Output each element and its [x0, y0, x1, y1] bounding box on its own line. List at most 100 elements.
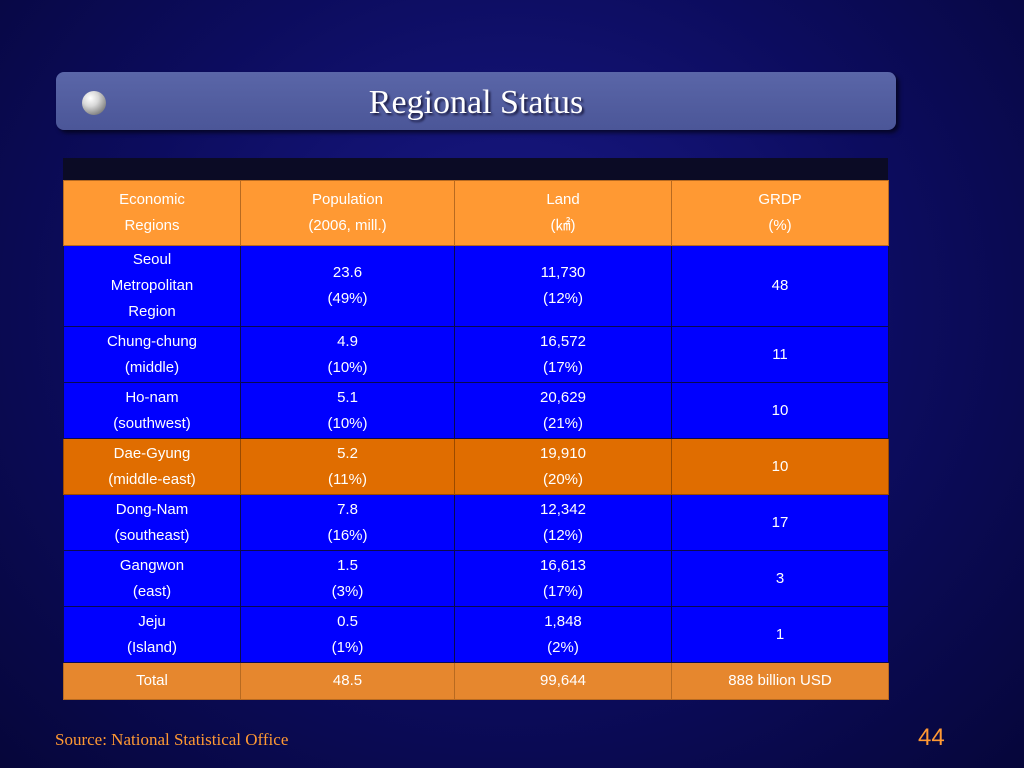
- header-text: Economic: [119, 191, 185, 208]
- population-cell: 1.5 (3%): [240, 550, 455, 607]
- regional-table-container: Economic Regions Population (2006, mill.…: [63, 158, 889, 700]
- header-text: (2006, mill.): [308, 217, 387, 234]
- header-text: Population: [312, 191, 383, 208]
- cell-text: (49%): [327, 290, 368, 307]
- grdp-cell: 48: [671, 245, 889, 327]
- region-cell: Ho-nam (southwest): [63, 382, 241, 439]
- cell-text: (2%): [547, 638, 579, 656]
- land-cell: 11,730 (12%): [454, 245, 672, 327]
- header-text: Land: [546, 191, 580, 208]
- cell-text: (middle): [124, 358, 180, 376]
- population-cell: 5.1 (10%): [240, 382, 455, 439]
- bullet-icon: [82, 91, 106, 115]
- cell-text: (12%): [542, 290, 583, 307]
- total-label-cell: Total: [63, 662, 241, 700]
- grdp-cell: 17: [671, 494, 889, 551]
- population-cell: 5.2 (11%): [240, 438, 455, 495]
- header-grdp: GRDP (%): [671, 180, 889, 246]
- cell-text: 1,848: [544, 612, 582, 630]
- grdp-cell: 11: [671, 326, 889, 383]
- region-cell: Gangwon (east): [63, 550, 241, 607]
- cell-text: (16%): [327, 526, 368, 544]
- table-header-row: Economic Regions Population (2006, mill.…: [63, 180, 889, 246]
- cell-text: 19,910: [540, 444, 586, 462]
- cell-text: 16,572: [540, 332, 586, 350]
- cell-text: 16,613: [540, 556, 586, 574]
- table-row: Chung-chung (middle) 4.9 (10%) 16,572 (1…: [63, 326, 889, 383]
- header-text: Regions: [124, 217, 180, 234]
- header-economic-regions: Economic Regions: [63, 180, 241, 246]
- cell-text: Ho-nam: [125, 388, 179, 406]
- cell-text: (17%): [542, 582, 583, 600]
- cell-text: 11,730: [540, 264, 586, 281]
- population-cell: 4.9 (10%): [240, 326, 455, 383]
- title-bar: Regional Status: [56, 72, 896, 130]
- cell-text: (20%): [542, 470, 583, 488]
- cell-text: (10%): [327, 358, 368, 376]
- grdp-cell: 1: [671, 606, 889, 663]
- slide-title: Regional Status: [368, 84, 584, 121]
- population-cell: 7.8 (16%): [240, 494, 455, 551]
- cell-text: 5.2: [337, 444, 358, 462]
- table-row: Seoul Metropolitan Region 23.6 (49%) 11,…: [63, 245, 889, 327]
- grdp-cell: 10: [671, 438, 889, 495]
- source-note: Source: National Statistical Office: [55, 730, 289, 749]
- cell-text: (1%): [331, 638, 364, 656]
- grdp-cell: 3: [671, 550, 889, 607]
- table-row: Dong-Nam (southeast) 7.8 (16%) 12,342 (1…: [63, 494, 889, 551]
- cell-text: 7.8: [337, 500, 358, 518]
- cell-text: Metropolitan: [110, 277, 194, 294]
- cell-text: (east): [132, 582, 172, 600]
- header-text: (%): [768, 217, 792, 234]
- cell-text: 1.5: [337, 556, 358, 574]
- cell-text: (Island): [126, 638, 178, 656]
- cell-text: Dae-Gyung: [113, 444, 191, 462]
- total-grdp-cell: 888 billion USD: [671, 662, 889, 700]
- cell-text: (3%): [331, 582, 364, 600]
- grdp-cell: 10: [671, 382, 889, 439]
- cell-text: (21%): [542, 414, 583, 432]
- cell-text: Jeju: [138, 612, 166, 630]
- cell-text: 12,342: [540, 500, 586, 518]
- land-cell: 16,613 (17%): [454, 550, 672, 607]
- table-row: Gangwon (east) 1.5 (3%) 16,613 (17%) 3: [63, 550, 889, 607]
- land-cell: 20,629 (21%): [454, 382, 672, 439]
- cell-text: Seoul: [132, 251, 172, 268]
- table-total-row: Total 48.5 99,644 888 billion USD: [63, 662, 889, 700]
- region-cell: Jeju (Island): [63, 606, 241, 663]
- header-text: (㎢): [550, 217, 576, 234]
- header-land: Land (㎢): [454, 180, 672, 246]
- cell-text: (11%): [328, 470, 367, 488]
- header-population: Population (2006, mill.): [240, 180, 455, 246]
- regional-status-table: Economic Regions Population (2006, mill.…: [63, 180, 889, 700]
- page-number: 44: [918, 724, 945, 751]
- cell-text: Gangwon: [119, 556, 185, 574]
- cell-text: 0.5: [337, 612, 358, 630]
- population-cell: 0.5 (1%): [240, 606, 455, 663]
- cell-text: 5.1: [337, 388, 358, 406]
- land-cell: 16,572 (17%): [454, 326, 672, 383]
- cell-text: Region: [128, 303, 176, 320]
- total-land-cell: 99,644: [454, 662, 672, 700]
- total-population-cell: 48.5: [240, 662, 455, 700]
- cell-text: (middle-east): [108, 470, 196, 488]
- cell-text: Dong-Nam: [115, 500, 189, 518]
- cell-text: (10%): [327, 414, 368, 432]
- table-row: Jeju (Island) 0.5 (1%) 1,848 (2%) 1: [63, 606, 889, 663]
- land-cell: 19,910 (20%): [454, 438, 672, 495]
- header-text: GRDP: [758, 191, 802, 208]
- cell-text: (12%): [542, 526, 583, 544]
- cell-text: 20,629: [540, 388, 586, 406]
- cell-text: 4.9: [337, 332, 358, 350]
- region-cell: Dae-Gyung (middle-east): [63, 438, 241, 495]
- region-cell: Chung-chung (middle): [63, 326, 241, 383]
- region-cell: Seoul Metropolitan Region: [63, 245, 241, 327]
- region-cell: Dong-Nam (southeast): [63, 494, 241, 551]
- cell-text: 23.6: [332, 264, 363, 281]
- cell-text: (17%): [542, 358, 583, 376]
- table-row: Ho-nam (southwest) 5.1 (10%) 20,629 (21%…: [63, 382, 889, 439]
- cell-text: (southwest): [113, 414, 191, 432]
- cell-text: (southeast): [114, 526, 190, 544]
- cell-text: Chung-chung: [106, 332, 198, 350]
- land-cell: 12,342 (12%): [454, 494, 672, 551]
